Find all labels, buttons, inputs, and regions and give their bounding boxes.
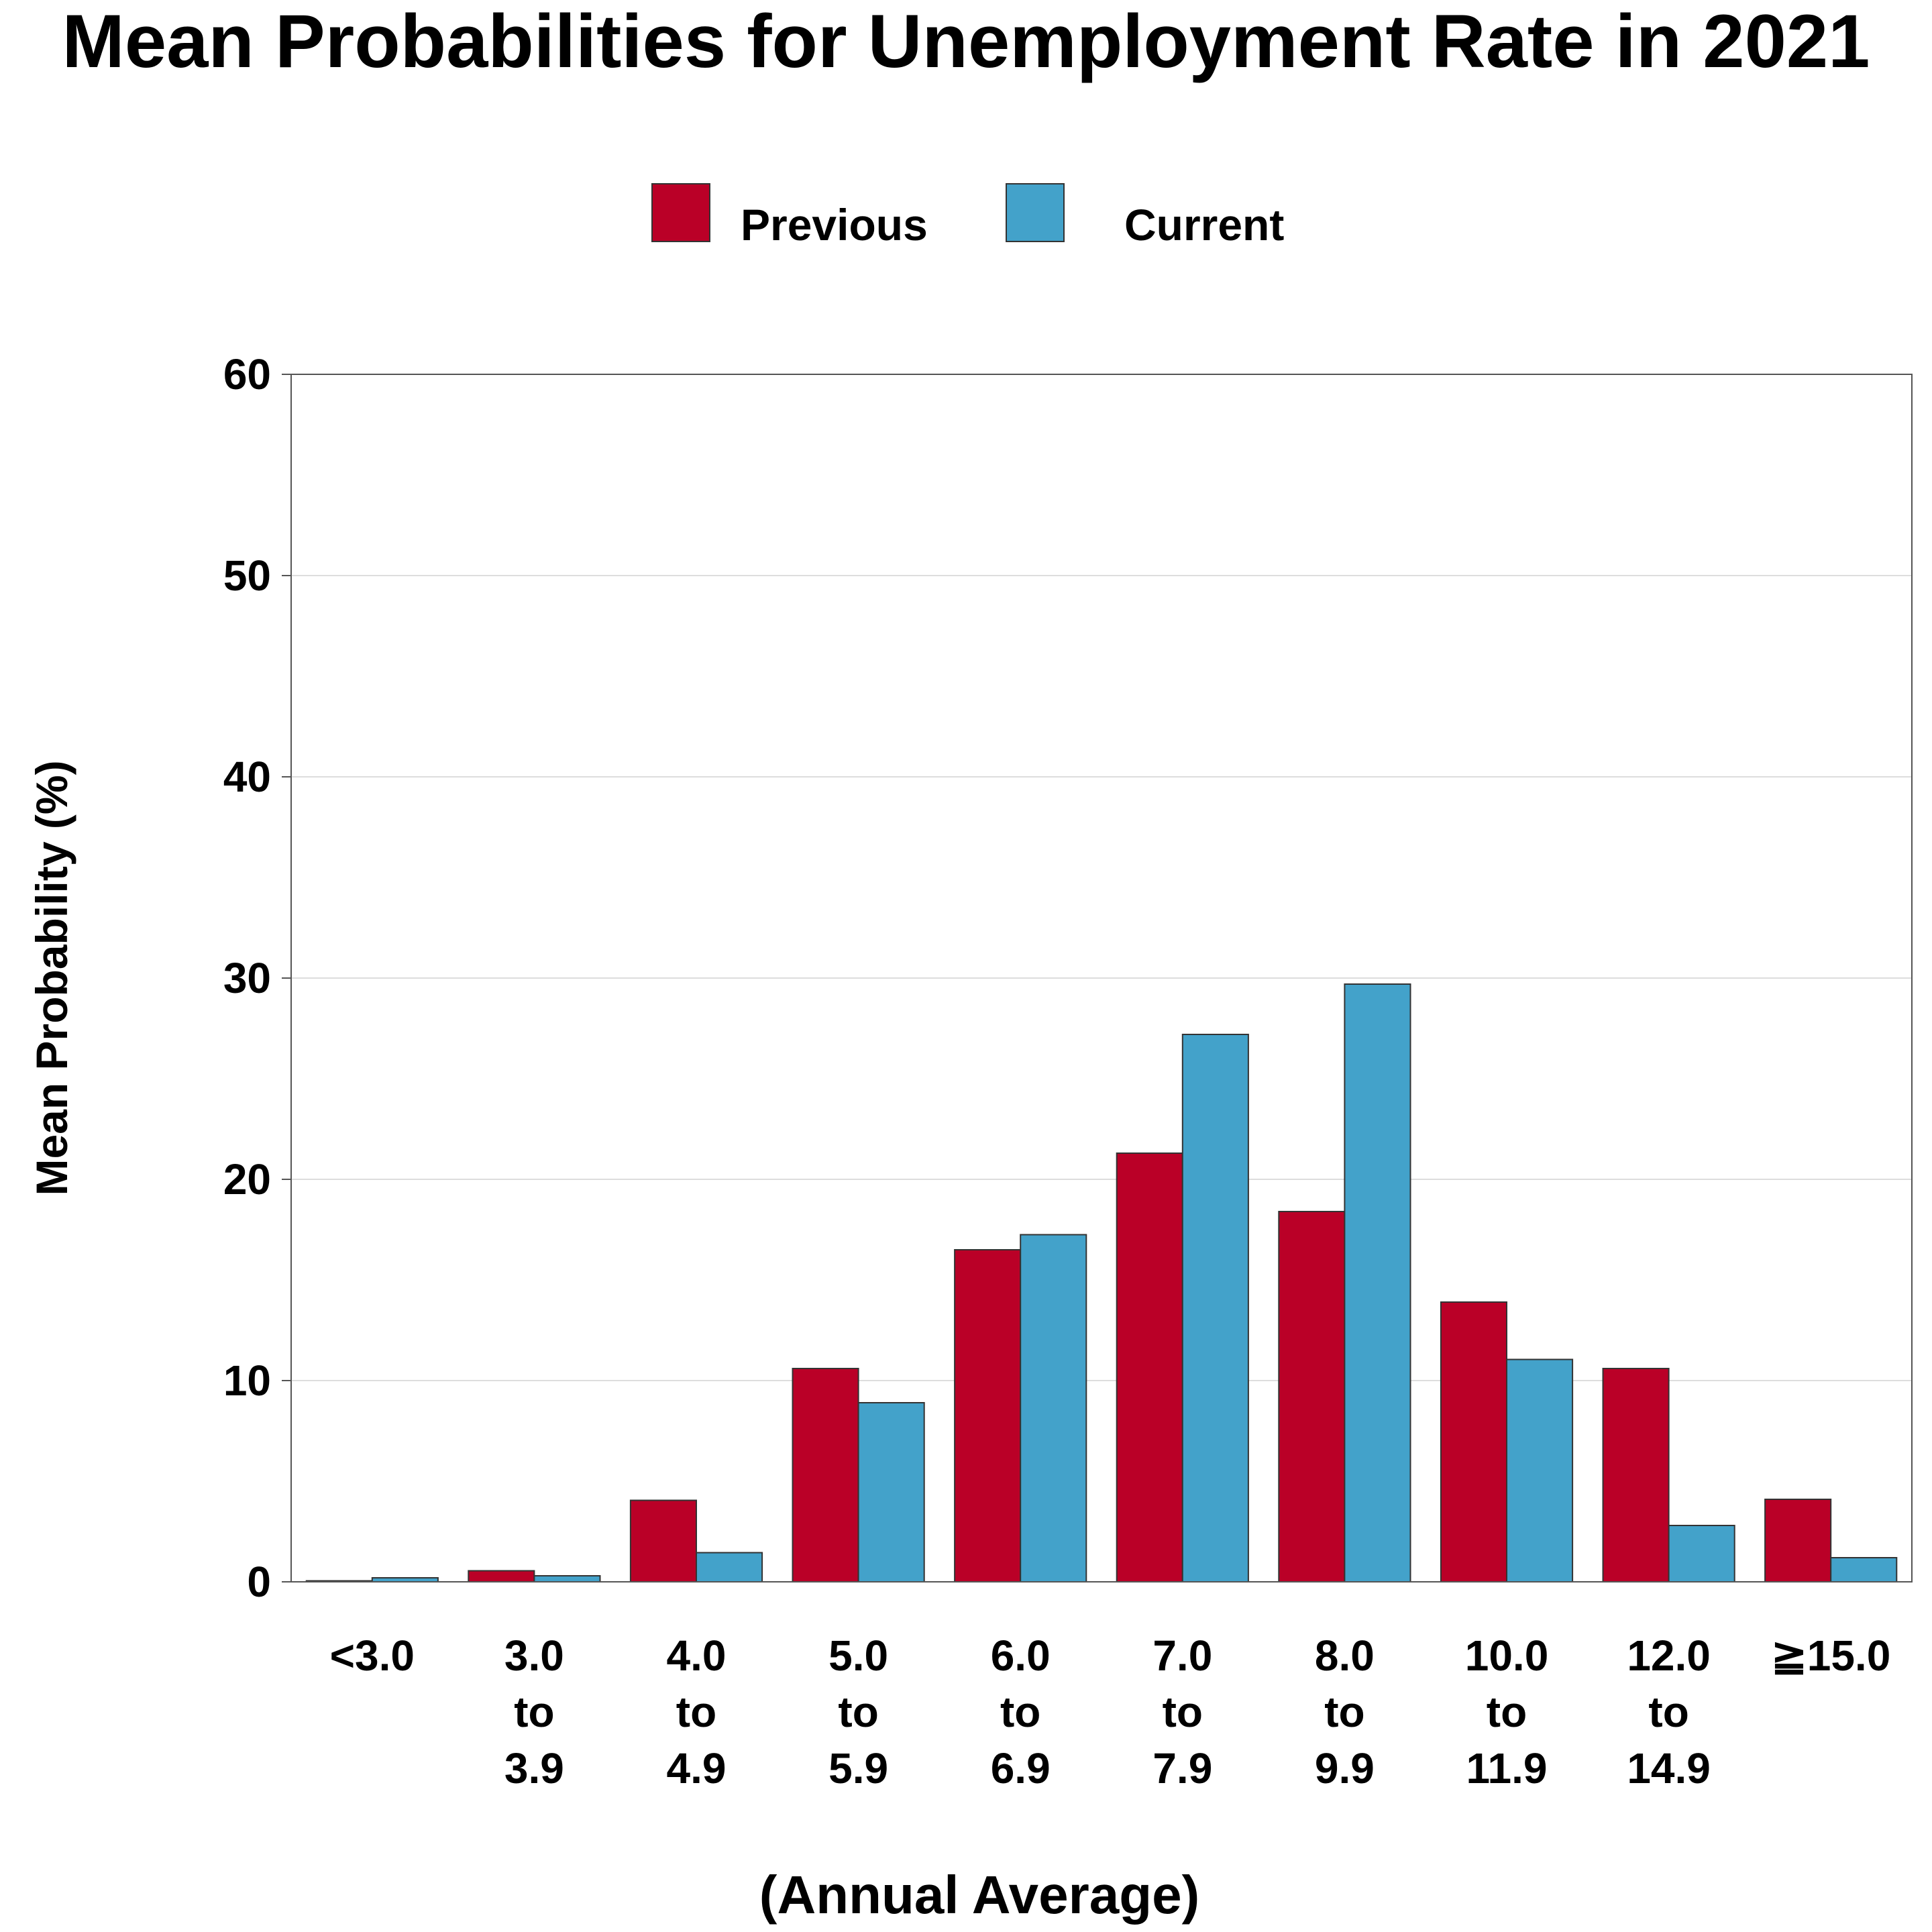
x-tick-label: 10.0 to 11.9 [1465, 1631, 1549, 1792]
bar-previous [1116, 1152, 1183, 1582]
bar-current [533, 1575, 601, 1582]
bar-previous [468, 1570, 535, 1582]
x-axis: <3.0 3.0 to 3.9 4.0 to 4.9 5.0 to 5.9 6.0 to 6.9 7.0 t… [330, 1631, 1891, 1792]
bar-previous [1602, 1368, 1670, 1582]
bars [305, 983, 1898, 1582]
x-tick-label: <3.0 [330, 1631, 415, 1680]
y-tick-label: 50 [223, 551, 271, 600]
legend-label-current: Current [1124, 200, 1284, 250]
bar-previous [954, 1249, 1022, 1582]
y-tick-label: 0 [247, 1558, 271, 1606]
gridlines [291, 575, 1912, 1381]
bar-current [1020, 1234, 1087, 1582]
bar-current [1506, 1358, 1574, 1582]
legend: Previous Current [651, 183, 1284, 250]
bar-current [857, 1402, 925, 1582]
y-tick-label: 60 [223, 350, 271, 398]
bar-current [696, 1552, 763, 1582]
chart-title: Mean Probabilities for Unemployment Rate… [62, 0, 1870, 83]
x-tick-label: 6.0 to 6.9 [991, 1631, 1051, 1792]
y-axis: 0 10 20 30 40 50 60 [223, 350, 291, 1606]
x-tick-label: 3.0 to 3.9 [504, 1631, 564, 1792]
bar-previous [1440, 1301, 1507, 1582]
bar-previous [792, 1368, 859, 1582]
bar-previous [1278, 1211, 1346, 1582]
x-tick-label: ≧15.0 [1771, 1631, 1890, 1680]
bar-current [1181, 1034, 1249, 1582]
y-axis-title: Mean Probability (%) [27, 760, 76, 1195]
x-tick-label: 4.0 to 4.9 [667, 1631, 727, 1792]
y-tick-label: 40 [223, 753, 271, 801]
x-tick-label: 5.0 to 5.9 [828, 1631, 888, 1792]
x-tick-label: 7.0 to 7.9 [1152, 1631, 1212, 1792]
x-tick-label: 8.0 to 9.9 [1315, 1631, 1375, 1792]
y-tick-label: 10 [223, 1356, 271, 1405]
y-tick-label: 30 [223, 954, 271, 1002]
bar-previous [1764, 1499, 1832, 1582]
bar-current [1830, 1557, 1898, 1582]
legend-swatch-previous [651, 183, 710, 242]
legend-swatch-current [1006, 183, 1065, 242]
y-tick-label: 20 [223, 1155, 271, 1203]
x-axis-title: (Annual Average) [759, 1865, 1199, 1925]
bar-previous [629, 1499, 698, 1582]
bar-current [1668, 1525, 1735, 1582]
x-tick-label: 12.0 to 14.9 [1627, 1631, 1711, 1792]
legend-label-previous: Previous [741, 200, 928, 250]
bar-current [1344, 983, 1411, 1582]
